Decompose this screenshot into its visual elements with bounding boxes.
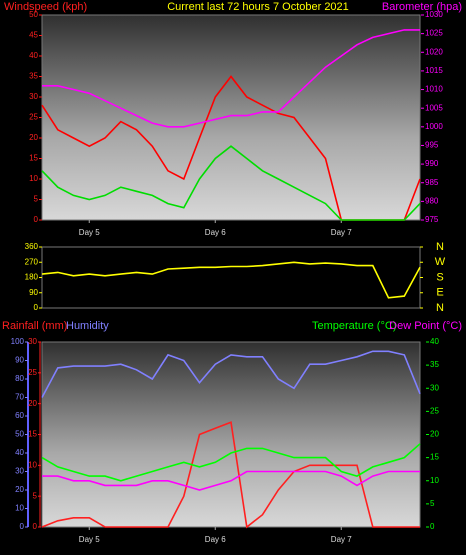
series-line bbox=[42, 29, 420, 128]
y-tick-label: 10 bbox=[28, 460, 37, 469]
y-tick-label: 5 bbox=[33, 491, 38, 500]
y-tick-label: 0 bbox=[33, 522, 38, 531]
y2-tick-label: N bbox=[436, 241, 444, 253]
y3-tick-label: 90 bbox=[15, 356, 24, 365]
y-tick-label: 30 bbox=[28, 337, 37, 346]
y2-tick-label: 1030 bbox=[425, 10, 443, 19]
y2-tick-label: S bbox=[436, 271, 443, 283]
series-line bbox=[41, 145, 421, 221]
y-tick-label: 50 bbox=[29, 10, 38, 19]
y2-tick-label: 20 bbox=[430, 430, 439, 439]
y2-tick-label: 1015 bbox=[425, 66, 443, 75]
series-line bbox=[41, 421, 420, 529]
y-tick-label: 15 bbox=[29, 154, 38, 163]
y2-tick-label: 25 bbox=[430, 406, 439, 415]
y-tick-label: 40 bbox=[29, 51, 38, 60]
y3-tick-label: 70 bbox=[15, 393, 24, 402]
y3-tick-label: 100 bbox=[11, 337, 25, 346]
y-tick-label: 0 bbox=[34, 215, 39, 224]
y2-tick-label: E bbox=[436, 287, 443, 299]
legend-entry: Dew Point (°C) bbox=[389, 320, 462, 332]
legend-entry: Humidity bbox=[66, 320, 109, 332]
legend-entry: Rainfall (mm) bbox=[2, 320, 67, 332]
y-tick-label: 270 bbox=[25, 257, 39, 266]
y2-tick-label: 990 bbox=[425, 159, 439, 168]
y-tick-label: 0 bbox=[34, 303, 39, 312]
y2-tick-label: 0 bbox=[430, 522, 435, 531]
x-tick-label: Day 5 bbox=[79, 535, 100, 544]
y-tick-label: 35 bbox=[29, 72, 38, 81]
y-tick-label: 25 bbox=[28, 368, 37, 377]
y-tick-label: 20 bbox=[29, 133, 38, 142]
y3-tick-label: 10 bbox=[15, 504, 24, 513]
y2-tick-label: 10 bbox=[430, 476, 439, 485]
y3-tick-label: 80 bbox=[15, 374, 24, 383]
y2-tick-label: W bbox=[435, 256, 446, 268]
y2-tick-label: 995 bbox=[425, 141, 439, 150]
series-line bbox=[41, 443, 421, 482]
x-tick-label: Day 6 bbox=[205, 228, 226, 237]
x-tick-label: Day 7 bbox=[331, 228, 352, 237]
y2-tick-label: 30 bbox=[430, 383, 439, 392]
y2-tick-label: 40 bbox=[430, 337, 439, 346]
legend-entry: Temperature (°C) bbox=[312, 320, 396, 332]
y3-tick-label: 60 bbox=[15, 411, 24, 420]
y-tick-label: 45 bbox=[29, 31, 38, 40]
y-tick-label: 180 bbox=[25, 273, 39, 282]
x-tick-label: Day 7 bbox=[331, 535, 352, 544]
y2-tick-label: 975 bbox=[425, 215, 439, 224]
x-tick-label: Day 6 bbox=[205, 535, 226, 544]
y-tick-label: 25 bbox=[29, 113, 38, 122]
y-tick-label: 5 bbox=[34, 195, 39, 204]
plot-area bbox=[41, 14, 421, 221]
y3-tick-label: 50 bbox=[15, 430, 24, 439]
y2-tick-label: 5 bbox=[430, 499, 435, 508]
y2-tick-label: 15 bbox=[430, 453, 439, 462]
y2-axis-label: Barometer (hpa) bbox=[382, 1, 462, 13]
y-tick-label: 20 bbox=[28, 399, 37, 408]
y2-tick-label: 1005 bbox=[425, 103, 443, 112]
y3-tick-label: 30 bbox=[15, 467, 24, 476]
series-line bbox=[41, 261, 421, 299]
y2-tick-label: 1000 bbox=[425, 122, 443, 131]
y2-tick-label: 985 bbox=[425, 178, 439, 187]
y3-tick-label: 0 bbox=[20, 522, 25, 531]
y3-tick-label: 20 bbox=[15, 485, 24, 494]
x-tick-label: Day 5 bbox=[79, 228, 100, 237]
y3-tick-label: 40 bbox=[15, 448, 24, 457]
y2-tick-label: 35 bbox=[430, 360, 439, 369]
chart-title: Current last 72 hours 7 October 2021 bbox=[167, 1, 349, 13]
y2-tick-label: 1025 bbox=[425, 29, 443, 38]
series-line bbox=[41, 350, 421, 398]
plot-area bbox=[41, 246, 421, 309]
y2-tick-label: 1020 bbox=[425, 47, 443, 56]
y-tick-label: 30 bbox=[29, 92, 38, 101]
y-tick-label: 90 bbox=[29, 288, 38, 297]
y-tick-label: 360 bbox=[25, 242, 39, 251]
plot-area bbox=[41, 341, 421, 528]
y-tick-label: 10 bbox=[29, 174, 38, 183]
y-tick-label: 15 bbox=[28, 430, 37, 439]
y2-tick-label: N bbox=[436, 302, 444, 314]
y2-tick-label: 1010 bbox=[425, 85, 443, 94]
y2-tick-label: 980 bbox=[425, 196, 439, 205]
series-line bbox=[42, 470, 420, 491]
y-axis-label: Windspeed (kph) bbox=[4, 1, 87, 13]
